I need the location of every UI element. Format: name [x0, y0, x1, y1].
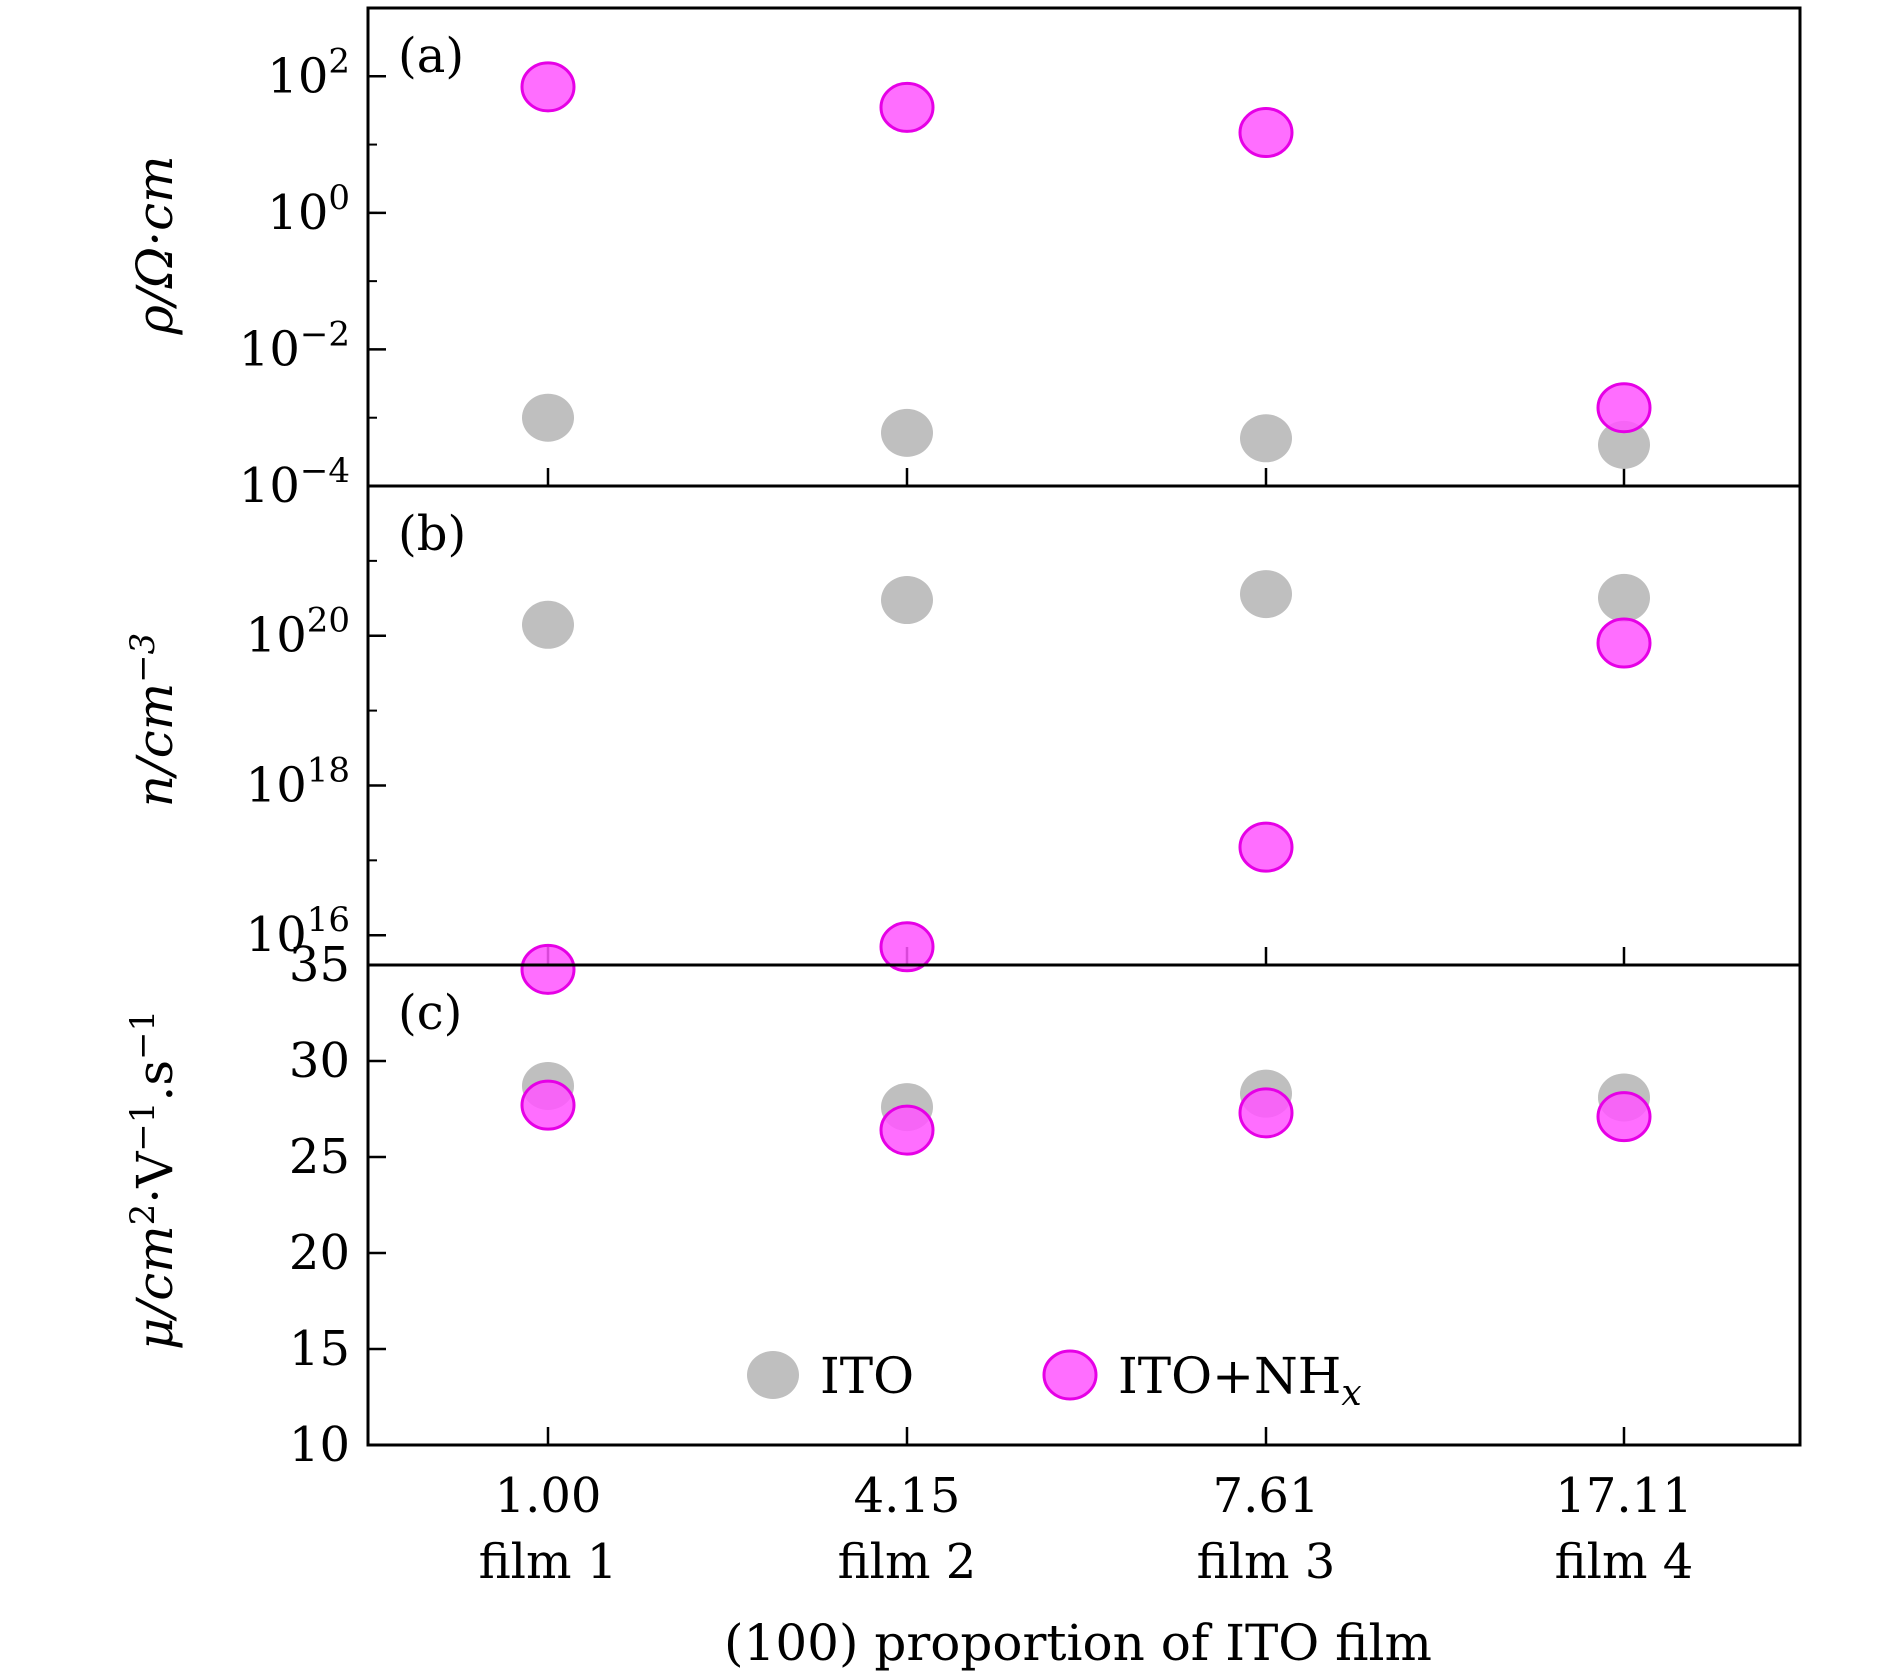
panel-a: 102 100 10−2 10−4 (a) — [239, 6, 1802, 514]
plot-frame-a — [366, 6, 1802, 488]
y-tick-label-c: 25 — [289, 1129, 350, 1185]
y-tick-label-c: 15 — [289, 1321, 350, 1377]
ito-nhx-point-b-1 — [520, 943, 576, 995]
panel-label-a: (a) — [398, 28, 464, 84]
y-axis-title-b: n/cm−3 — [123, 633, 184, 808]
y-tick-label-a: 10−4 — [239, 451, 350, 514]
panel-b: 1020 1018 1016 (b) — [246, 484, 1802, 995]
panels: 102 100 10−2 10−4 (a) 1020 1018 1016 (b) 35 30 25 20… — [239, 6, 1802, 1590]
y-axis-title-c: μ/cm2·V−1.s−1 — [123, 1010, 184, 1350]
ito-point-b-2 — [881, 576, 933, 625]
y-tick-label-a: 10−2 — [239, 314, 350, 377]
ito-nhx-point-c-3 — [1238, 1087, 1294, 1139]
ito-point-a-1 — [522, 393, 574, 442]
x-axis-labels: 1.00 film 1 4.15 film 2 7.61 film 3 17.11 film … — [479, 1468, 1694, 1590]
ito-nhx-point-b-2 — [879, 921, 935, 973]
ito-nhx-point-a-2 — [879, 81, 935, 133]
ito-nhx-point-a-4 — [1596, 382, 1652, 434]
x-tick-label-value: 7.61 — [1213, 1468, 1320, 1524]
x-tick-label-film: film 3 — [1197, 1534, 1336, 1590]
legend-label-ito-nhx-sub: x — [1341, 1373, 1361, 1414]
plot-frame-c — [366, 963, 1802, 1447]
ito-nhx-point-c-1 — [520, 1079, 576, 1131]
x-tick-label-value: 17.11 — [1555, 1468, 1692, 1524]
legend-label-ito-nhx: ITO+NHx — [1118, 1347, 1362, 1414]
plot-frame-b — [366, 484, 1802, 967]
ito-point-a-2 — [881, 408, 933, 457]
ito-point-b-4 — [1598, 573, 1650, 622]
legend-marker-ito-nhx — [1042, 1349, 1098, 1401]
x-tick-label-film: film 1 — [479, 1534, 618, 1590]
y-axis-title-b-exponent: −3 — [123, 633, 163, 683]
y-axis-title-a: ρ/Ω·cm — [126, 155, 184, 335]
y-tick-label-b: 1018 — [246, 750, 350, 813]
legend-marker-ito — [747, 1351, 799, 1399]
y-axis-title-c-main: μ/cm — [126, 1225, 184, 1350]
legend-label-ito: ITO — [820, 1347, 914, 1405]
x-tick-label-value: 1.00 — [495, 1468, 602, 1524]
y-axis-title-b-main: n/cm — [126, 683, 184, 807]
x-tick-label-value: 4.15 — [854, 1468, 961, 1524]
panel-c: 35 30 25 20 15 10 (c) — [289, 937, 1802, 1473]
ito-point-b-3 — [1240, 570, 1292, 619]
y-tick-label-c: 30 — [289, 1033, 350, 1089]
legend: ITO ITO+NHx — [747, 1347, 1362, 1414]
y-tick-label-b: 1016 — [246, 900, 350, 963]
x-axis-title: (100) proportion of ITO film — [724, 1614, 1432, 1672]
ito-nhx-point-a-1 — [520, 61, 576, 113]
ito-point-a-3 — [1240, 414, 1292, 463]
y-tick-label-c: 10 — [289, 1417, 350, 1473]
y-tick-label-b: 1020 — [246, 601, 350, 664]
x-tick-label-film: film 4 — [1555, 1534, 1694, 1590]
ito-nhx-point-b-4 — [1596, 617, 1652, 669]
ito-nhx-point-c-2 — [879, 1104, 935, 1156]
y-tick-label-c: 35 — [289, 937, 350, 993]
ito-point-b-1 — [522, 600, 574, 649]
y-tick-label-a: 100 — [267, 178, 350, 241]
ito-nhx-point-a-3 — [1238, 107, 1294, 159]
panel-label-b: (b) — [398, 506, 466, 562]
panel-label-c: (c) — [398, 985, 462, 1041]
y-tick-label-a: 102 — [267, 41, 350, 104]
ito-nhx-point-c-4 — [1596, 1091, 1652, 1143]
ito-point-a-4 — [1598, 420, 1650, 469]
y-tick-label-c: 20 — [289, 1225, 350, 1281]
ito-nhx-point-b-3 — [1238, 821, 1294, 873]
x-tick-label-film: film 2 — [838, 1534, 977, 1590]
y-axis-title-c-sup: 2 — [123, 1204, 163, 1226]
legend-label-ito-nhx-main: ITO+NH — [1118, 1347, 1341, 1405]
